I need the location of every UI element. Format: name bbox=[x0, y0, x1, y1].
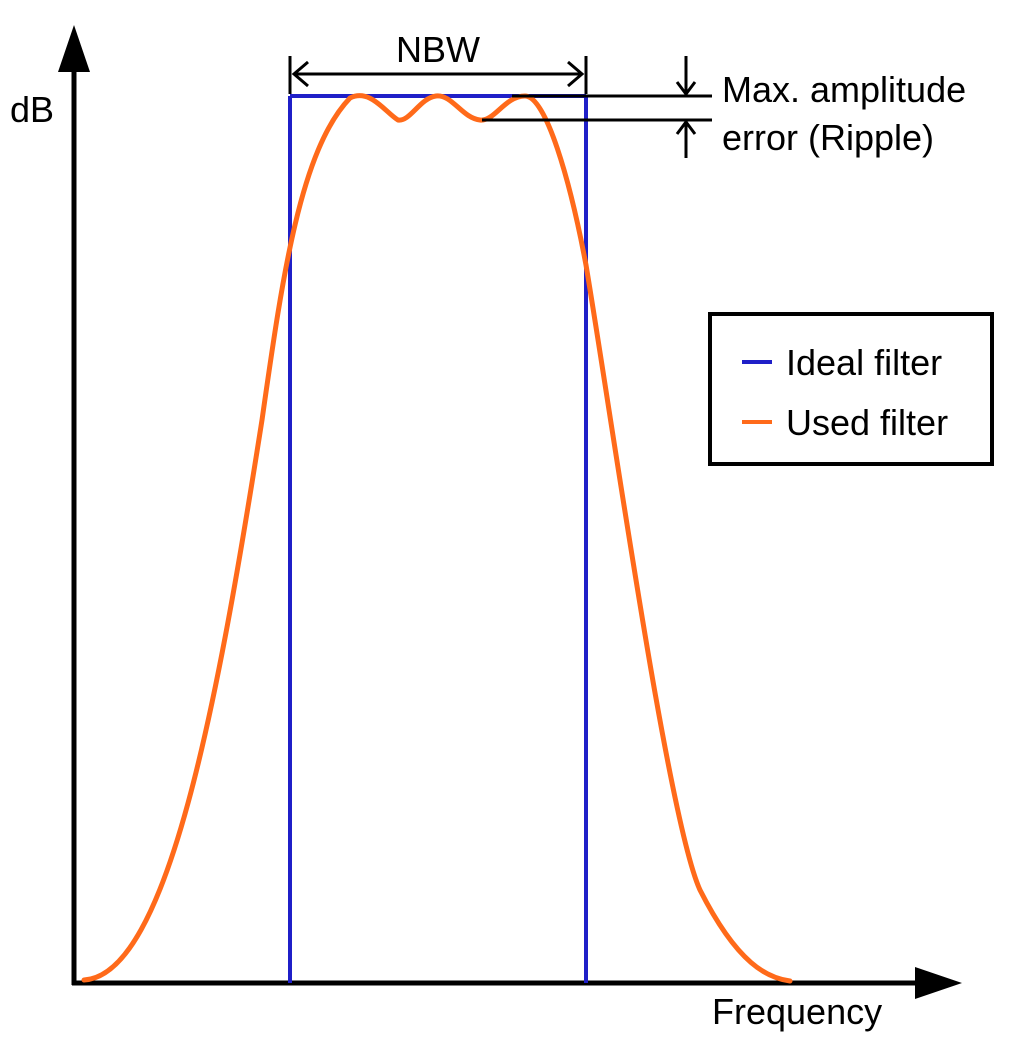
x-axis-label: Frequency bbox=[712, 991, 882, 1032]
legend-label-ideal: Ideal filter bbox=[786, 342, 942, 383]
x-axis-arrowhead bbox=[915, 967, 962, 999]
nbw-left-arrowhead bbox=[291, 60, 309, 88]
used-filter-curve bbox=[81, 93, 793, 984]
nbw-right-arrowhead bbox=[567, 60, 585, 88]
ripple-bottom-arrowhead bbox=[675, 119, 697, 135]
y-axis-arrowhead bbox=[58, 25, 90, 72]
ripple-label-line2: error (Ripple) bbox=[722, 117, 934, 158]
legend: Ideal filter Used filter bbox=[708, 312, 994, 466]
legend-box bbox=[708, 312, 994, 466]
ripple-label-line1: Max. amplitude bbox=[722, 69, 966, 110]
legend-label-used: Used filter bbox=[786, 402, 948, 443]
ideal-filter bbox=[288, 94, 588, 983]
y-axis-label: dB bbox=[10, 89, 54, 130]
nbw-dimension: NBW bbox=[288, 29, 588, 94]
axes bbox=[58, 25, 962, 999]
ripple-top-arrowhead bbox=[675, 81, 697, 97]
nbw-label: NBW bbox=[396, 29, 480, 70]
ripple-annotation: Max. amplitude error (Ripple) bbox=[482, 56, 966, 158]
